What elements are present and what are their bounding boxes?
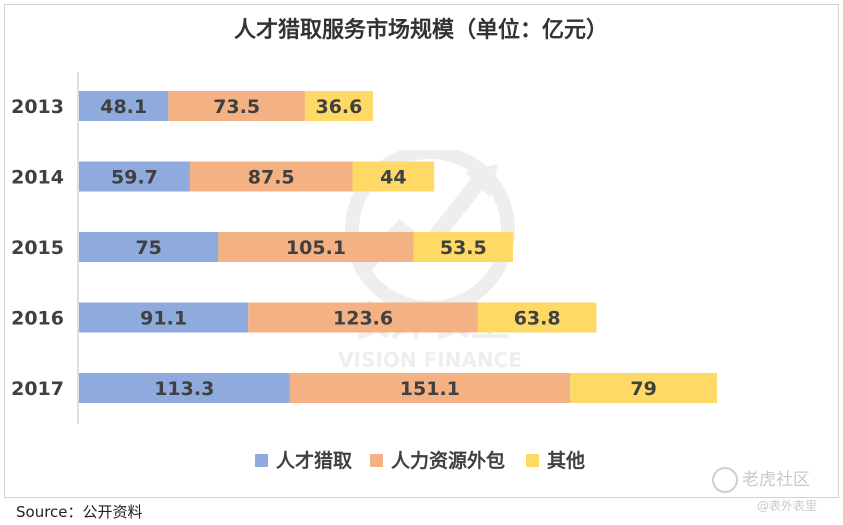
- tiger-logo-icon: [712, 467, 738, 493]
- bar-segment: [79, 91, 169, 121]
- bar-segment: [248, 302, 478, 333]
- bar-segment: [79, 302, 249, 333]
- data-label: 75: [135, 237, 161, 259]
- category-label: 2014: [11, 167, 64, 189]
- bar-segment: [79, 232, 219, 262]
- corner-watermark-text: 老虎社区: [742, 470, 810, 490]
- data-label: 123.6: [333, 308, 393, 330]
- legend-label: 其他: [547, 449, 585, 472]
- category-label: 2016: [11, 308, 64, 330]
- data-label: 113.3: [154, 378, 214, 400]
- watermark-main-en: VISION FINANCE: [338, 348, 522, 372]
- data-label: 87.5: [248, 167, 295, 189]
- bar-segment: [477, 302, 597, 333]
- legend: 人才猎取 人力资源外包 其他: [255, 449, 585, 472]
- bar-segment: [79, 161, 190, 192]
- data-label: 36.6: [315, 96, 362, 118]
- data-label: 151.1: [400, 378, 460, 400]
- category-label: 2017: [11, 378, 64, 400]
- corner-watermark: 老虎社区: [712, 465, 810, 493]
- chart-title: 人才猎取服务市场规模（单位：亿元）: [234, 17, 608, 43]
- bars-group: 2013 48.1 73.5 36.6 2014 59.7 87.5 44 2015 75 105.…: [11, 91, 718, 403]
- bar-segment: [304, 91, 373, 121]
- stacked-bar-chart: 人才猎取服务市场规模（单位：亿元） 2013 48.1 73.5 36.6 2014 59…: [11, 17, 718, 472]
- category-label: 2015: [11, 237, 64, 259]
- bar-segment: [218, 232, 414, 262]
- corner-watermark-sub: @表外表里: [757, 499, 818, 513]
- data-label: 91.1: [140, 308, 187, 330]
- source-note: Source：公开资料: [16, 503, 143, 521]
- watermark-arrowhead: [465, 164, 498, 198]
- data-label: 53.5: [440, 237, 487, 259]
- legend-label: 人力资源外包: [391, 449, 505, 472]
- bar-segment: [570, 373, 718, 403]
- data-label: 59.7: [111, 167, 158, 189]
- bar-segment: [189, 161, 353, 192]
- data-label: 105.1: [286, 237, 346, 259]
- data-label: 48.1: [100, 96, 147, 118]
- data-label: 63.8: [514, 308, 561, 330]
- legend-label: 人才猎取: [276, 449, 352, 472]
- legend-swatch: [526, 454, 539, 467]
- bar-segment: [289, 373, 571, 403]
- legend-swatch: [255, 454, 268, 467]
- data-label: 44: [380, 167, 406, 189]
- legend-swatch: [370, 454, 383, 467]
- bar-segment: [168, 91, 305, 121]
- bar-segment: [79, 373, 290, 403]
- bar-segment: [352, 161, 435, 192]
- data-label: 79: [630, 378, 656, 400]
- bar-segment: [413, 232, 514, 262]
- data-label: 73.5: [213, 96, 260, 118]
- category-label: 2013: [11, 96, 64, 118]
